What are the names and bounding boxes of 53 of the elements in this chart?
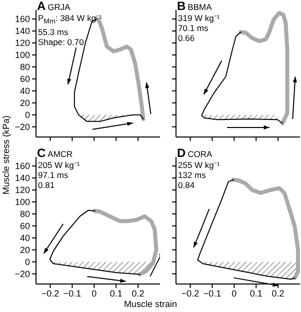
x-tick-label: −0.1 — [203, 288, 222, 298]
y-tick-label: 60 — [20, 74, 30, 84]
y-tick-label: 100 — [14, 197, 30, 208]
x-tick-label: 0.2 — [272, 288, 284, 298]
y-tick-label: −20 — [14, 269, 30, 280]
chart-title: A — [37, 0, 46, 13]
y-tick-label: 40 — [20, 233, 30, 244]
chart-subtitle: BBMA — [188, 2, 212, 12]
annotation: 255 W kg⁻¹ — [178, 160, 220, 170]
y-tick-label: 20 — [20, 98, 30, 108]
line-series — [92, 208, 158, 276]
y-tick-label: 0 — [24, 110, 30, 120]
annotation: 0.84 — [178, 180, 196, 190]
y-tick-label: 60 — [20, 221, 30, 232]
x-tick-label: 0 — [232, 288, 237, 298]
line-series — [49, 210, 140, 275]
chart-title: B — [177, 0, 186, 13]
chart-title: C — [37, 146, 46, 160]
x-tick-label: −0.1 — [63, 288, 82, 298]
annotation: 132 ms — [178, 170, 207, 180]
y-tick-label: 20 — [20, 245, 30, 256]
y-axis-title: Muscle stress (kPa) — [1, 115, 11, 195]
x-tick-label: 0.2 — [132, 288, 144, 298]
x-tick-label: 0.1 — [250, 288, 262, 298]
x-tick-label: −0.2 — [41, 288, 60, 298]
y-tick-label: 40 — [20, 86, 30, 96]
y-tick-label: 140 — [14, 173, 30, 184]
chart-title: D — [177, 146, 186, 160]
annotation: Shape: 0.70 — [38, 36, 85, 47]
y-tick-label: −20 — [14, 122, 30, 132]
y-tick-label: 160 — [14, 161, 30, 172]
y-tick-label: 100 — [14, 50, 30, 60]
x-tick-label: 0 — [92, 288, 97, 298]
x-axis-title: Muscle strain — [122, 299, 178, 309]
x-tick-label: 0.1 — [110, 288, 122, 298]
y-tick-label: 120 — [14, 38, 30, 48]
annotation: 0.66 — [178, 33, 196, 43]
annotation: 70.1 ms — [178, 23, 210, 33]
y-tick-label: 80 — [20, 62, 30, 72]
y-tick-label: 140 — [14, 26, 30, 36]
annotation: 205 W kg⁻¹ — [38, 160, 80, 170]
annotation: 0.81 — [38, 180, 56, 190]
y-tick-label: 0 — [24, 257, 30, 268]
y-tick-label: 160 — [14, 14, 30, 24]
x-tick-label: −0.2 — [181, 288, 200, 298]
annotation: 319 W kg⁻¹ — [178, 13, 220, 23]
y-tick-label: 80 — [20, 209, 30, 220]
chart-subtitle: AMCR — [48, 149, 73, 159]
y-tick-label: 120 — [14, 185, 30, 196]
annotation: 97.1 ms — [38, 170, 70, 180]
chart-subtitle: GRJA — [48, 2, 70, 12]
annotation: 55.3 ms — [38, 26, 70, 37]
chart-subtitle: CORA — [188, 149, 212, 159]
